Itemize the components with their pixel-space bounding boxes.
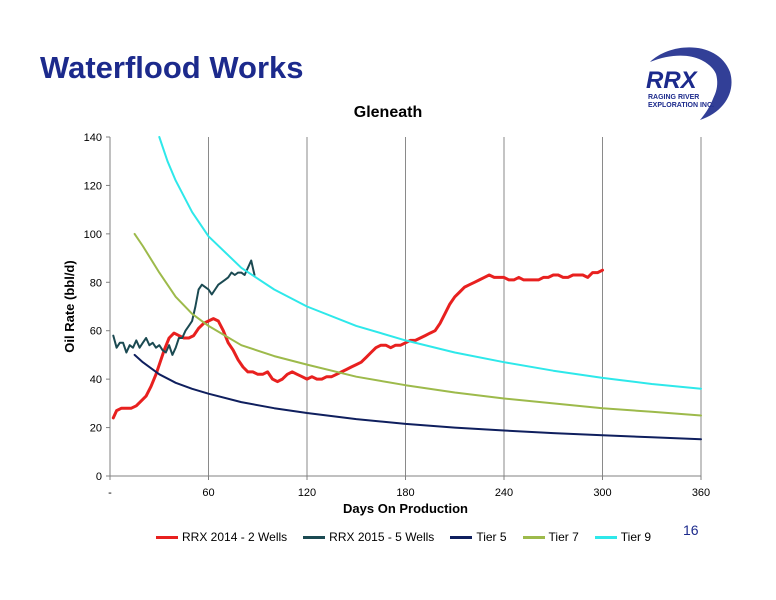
y-tick-label: 100 [84, 229, 102, 241]
x-tick-label: 300 [593, 487, 611, 499]
legend-label: Tier 9 [620, 530, 652, 544]
legend-label: RRX 2014 - 2 Wells [182, 530, 288, 544]
legend-swatch [156, 535, 178, 539]
x-tick-label: 60 [202, 487, 214, 499]
legend-swatch [303, 535, 326, 539]
series-line-rrx-2014-2-wells [111, 268, 604, 420]
logo-line2: EXPLORATION INC. [648, 102, 714, 109]
legend-item: RRX 2015 - 5 Wells [303, 530, 434, 544]
grid-layer [208, 137, 702, 476]
logo-swoosh [650, 47, 732, 120]
y-tick-label: 120 [84, 180, 102, 192]
label-layer: 0 20 40 60 80 100 120 140 - 60 120 180 240 300 360 Days… [62, 132, 710, 516]
chart-legend: RRX 2014 - 2 Wells RRX 2015 - 5 Wells Tier… [156, 530, 667, 544]
rrx-logo: RRX RAGING RIVER EXPLORATION INC. [646, 47, 732, 120]
legend-swatch [450, 535, 473, 539]
chart-title: Gleneath [353, 104, 423, 121]
series-layer [111, 136, 702, 441]
legend-item: Tier 5 [450, 530, 507, 544]
y-tick-label: 80 [90, 277, 102, 289]
x-tick-label: 180 [396, 487, 414, 499]
y-tick-label: 0 [96, 471, 102, 483]
legend-label: Tier 7 [548, 530, 579, 544]
legend-item: Tier 9 [594, 530, 652, 544]
logo-wordmark: RRX [646, 67, 699, 94]
y-tick-label: 140 [84, 132, 102, 144]
x-tick-label: 240 [495, 487, 513, 499]
x-axis-title: Days On Production [343, 501, 468, 516]
legend-item: Tier 7 [522, 530, 579, 544]
page-number: 16 [683, 522, 699, 538]
legend-swatch [522, 535, 545, 539]
legend-label: Tier 5 [476, 530, 507, 544]
legend-swatch [594, 535, 617, 539]
axis-layer [106, 136, 702, 480]
slide-title: Waterflood Works [40, 50, 304, 85]
x-tick-label: - [108, 487, 112, 499]
y-axis-title: Oil Rate (bbl/d) [62, 260, 77, 352]
legend-label: RRX 2015 - 5 Wells [329, 530, 435, 544]
series-line-tier-7 [133, 232, 702, 417]
logo-line1: RAGING RIVER [648, 94, 699, 101]
x-tick-label: 120 [298, 487, 316, 499]
y-tick-label: 40 [90, 374, 102, 386]
series-line-tier-9 [158, 136, 702, 390]
x-tick-label: 360 [692, 487, 710, 499]
logo-swoosh-inner [660, 58, 718, 110]
y-tick-label: 20 [90, 423, 102, 435]
legend-item: RRX 2014 - 2 Wells [156, 530, 287, 544]
y-tick-label: 60 [90, 326, 102, 338]
series-line-rrx-2015-5-wells [112, 259, 256, 356]
series-line-tier-5 [133, 353, 702, 441]
